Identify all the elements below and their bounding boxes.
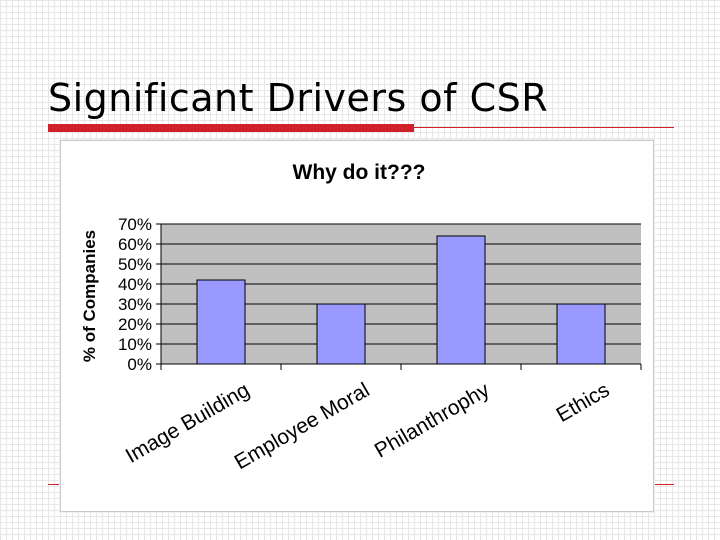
y-tick-label: 40% — [118, 275, 152, 294]
plot-area: 0%10%20%30%40%50%60%70%Image BuildingEmp… — [118, 215, 642, 474]
bar-ethics — [556, 303, 606, 365]
y-tick-label: 30% — [118, 295, 152, 314]
x-category-label: Ethics — [552, 378, 613, 427]
title-underline-bar — [48, 124, 414, 132]
bar-philanthrophy — [436, 235, 486, 365]
x-category-label: Employee Moral — [231, 378, 374, 474]
y-axis-label: % of Companies — [80, 230, 99, 362]
slide-title: Significant Drivers of CSR — [48, 76, 549, 120]
x-category-label: Philanthrophy — [371, 378, 494, 462]
chart-title: Why do it??? — [293, 161, 426, 184]
y-tick-label: 20% — [118, 315, 152, 334]
y-tick-label: 60% — [118, 235, 152, 254]
y-tick-label: 0% — [127, 355, 152, 374]
bar-chart: Why do it??? % of Companies 0%10%20%30%4… — [80, 161, 642, 474]
y-tick-label: 50% — [118, 255, 152, 274]
title-underline-rule — [414, 127, 674, 128]
bar-image-building — [196, 279, 246, 365]
bar-employee-moral — [316, 303, 366, 365]
y-tick-label: 10% — [118, 335, 152, 354]
chart-frame: Why do it??? % of Companies 0% 10% 20% 30% 4… — [60, 140, 654, 512]
y-tick-label: 70% — [118, 215, 152, 234]
